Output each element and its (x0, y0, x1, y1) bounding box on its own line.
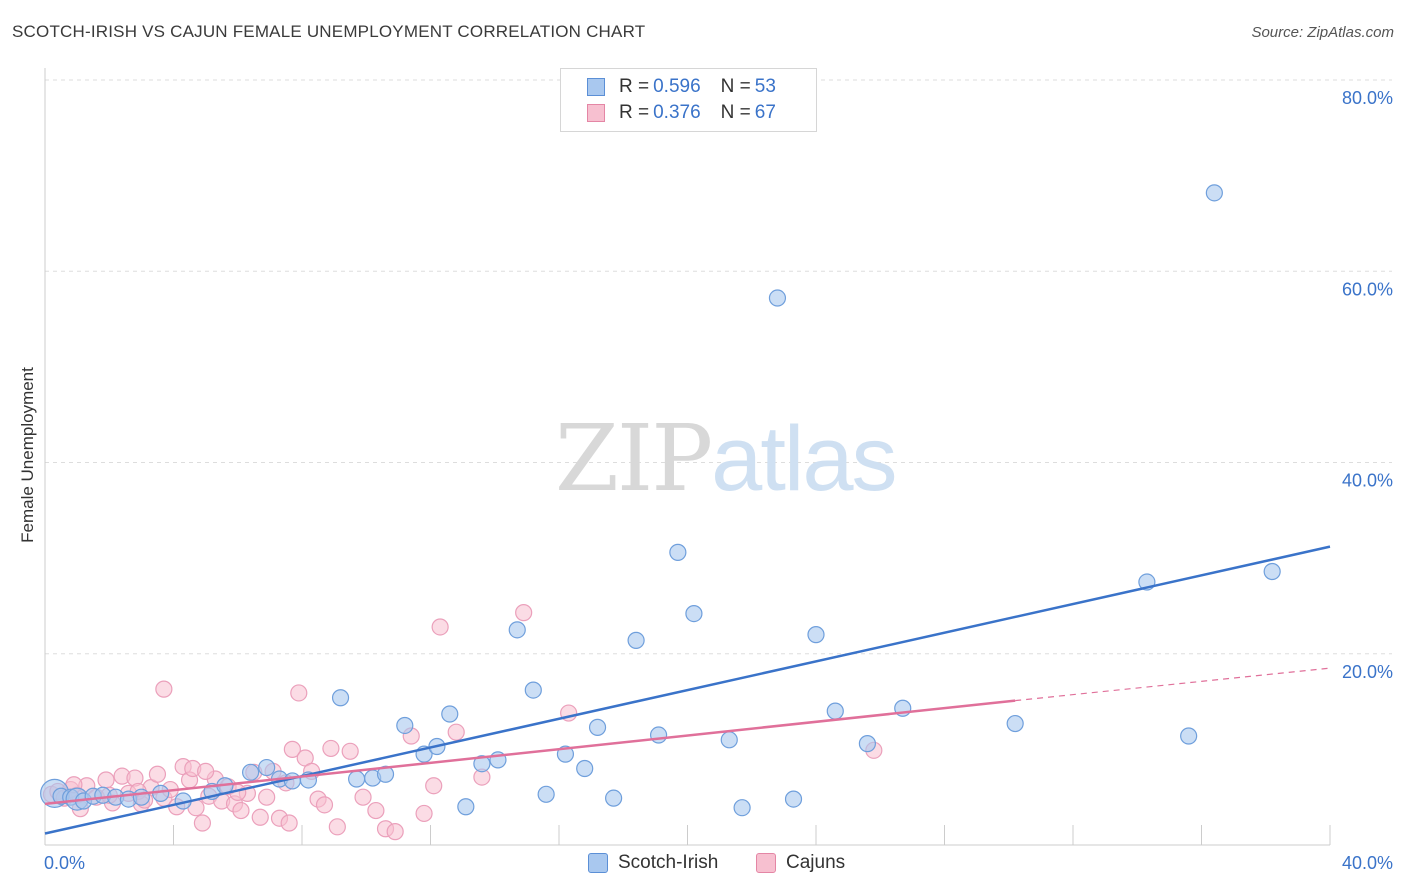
cajuns-point (425, 777, 443, 795)
scotch-irish-point (242, 763, 260, 781)
cajuns-point (258, 788, 276, 806)
y-tick-label: 20.0% (1342, 662, 1393, 682)
scotch-irish-point (258, 758, 276, 777)
cajuns-point (155, 680, 173, 698)
scotch-irish-point (348, 770, 366, 788)
scotch-irish-points (40, 184, 1281, 817)
scotch-irish-point (441, 705, 459, 723)
legend-swatch-blue (587, 78, 605, 96)
cajuns-point (315, 796, 334, 814)
n-label: N = (720, 76, 751, 97)
y-tick-label: 80.0% (1342, 88, 1393, 108)
scotch-irish-point (457, 798, 475, 816)
scotch-irish-point (1006, 714, 1024, 733)
legend-label: Scotch-Irish (618, 852, 719, 873)
legend-swatch-pink (756, 853, 776, 873)
scotch-irish-point (576, 759, 594, 778)
cajuns-point (290, 684, 308, 702)
scotch-irish-point (627, 631, 645, 649)
scotch-irish-point (807, 626, 825, 644)
cajuns-point (97, 771, 115, 789)
chart-title: SCOTCH-IRISH VS CAJUN FEMALE UNEMPLOYMEN… (12, 22, 646, 41)
scotch-irish-point (396, 716, 414, 735)
stats-legend: R = 0.596 N = 53 R = 0.376 N = 67 (560, 68, 817, 132)
legend-label: Cajuns (786, 852, 846, 873)
cajuns-trendline-extension (1015, 667, 1331, 702)
cajuns-point (354, 788, 372, 806)
scotch-irish-point (1205, 184, 1223, 202)
n-value: 67 (754, 102, 776, 123)
scotch-irish-point (720, 731, 738, 749)
scotch-irish-point (132, 788, 150, 806)
cajuns-point (447, 723, 465, 741)
scotch-irish-point (283, 772, 301, 790)
x-tick-label: 40.0% (1342, 853, 1393, 873)
scotch-irish-point (685, 604, 703, 623)
cajuns-point (280, 814, 298, 832)
legend-item-scotch-irish[interactable]: Scotch-Irish (588, 852, 718, 874)
cajuns-point (328, 818, 346, 836)
cajuns-point (515, 604, 533, 622)
r-label: R = (619, 76, 650, 97)
scotch-irish-point (1180, 727, 1198, 745)
scotch-irish-point (649, 726, 668, 744)
n-label: N = (720, 102, 751, 123)
scotch-irish-point (784, 790, 803, 808)
cajuns-point (386, 823, 404, 841)
scotch-irish-point (537, 785, 555, 803)
scotch-irish-point (1263, 562, 1281, 581)
tick-labels: 20.0% 40.0% 60.0% 80.0% 0.0% 40.0% (44, 88, 1393, 873)
scotch-irish-point (473, 755, 491, 773)
cajuns-point (197, 762, 215, 780)
scotch-irish-point (376, 765, 395, 783)
scotch-irish-point (733, 799, 751, 817)
axes (44, 68, 1331, 846)
legend-row-scotch-irish: R = 0.596 N = 53 (587, 75, 780, 99)
y-axis-label: Female Unemployment (18, 367, 37, 543)
trend-lines (44, 545, 1331, 835)
cajuns-trendline (44, 699, 1016, 806)
legend-swatch-pink (587, 104, 605, 122)
r-label: R = (619, 102, 650, 123)
watermark-zip: ZIP (555, 405, 713, 512)
cajuns-point (431, 618, 449, 636)
cajuns-point (251, 808, 269, 826)
legend-swatch-blue (588, 853, 608, 873)
scotch-irish-point (524, 681, 542, 699)
scotch-irish-point (858, 735, 877, 753)
cajuns-point (341, 742, 359, 760)
scotch-irish-point (508, 621, 526, 639)
gridlines (45, 79, 1392, 655)
scotch-irish-point (331, 689, 350, 707)
scotch-irish-point (826, 702, 844, 720)
cajuns-point (367, 801, 385, 820)
cajuns-point (148, 765, 167, 783)
r-value: 0.376 (653, 102, 701, 123)
legend-row-cajuns: R = 0.376 N = 67 (587, 101, 780, 125)
scotch-irish-point (605, 789, 623, 807)
legend-item-cajuns[interactable]: Cajuns (756, 852, 845, 874)
scotch-irish-trendline (44, 545, 1331, 835)
x-tick-label: 0.0% (44, 853, 85, 873)
cajuns-point (322, 739, 340, 758)
watermark: ZIPatlas (555, 405, 898, 512)
cajuns-point (283, 740, 301, 758)
cajuns-point (415, 804, 433, 823)
source-credit: Source: ZipAtlas.com (1251, 24, 1394, 41)
y-tick-label: 40.0% (1342, 471, 1393, 491)
watermark-atlas: atlas (711, 408, 897, 510)
cajuns-point (232, 801, 250, 820)
scotch-irish-point (669, 543, 687, 561)
scotch-irish-point (588, 718, 607, 736)
n-value: 53 (754, 76, 776, 97)
scotch-irish-point (768, 289, 787, 307)
y-tick-label: 60.0% (1342, 279, 1393, 299)
cajuns-point (193, 814, 212, 832)
r-value: 0.596 (653, 76, 701, 97)
